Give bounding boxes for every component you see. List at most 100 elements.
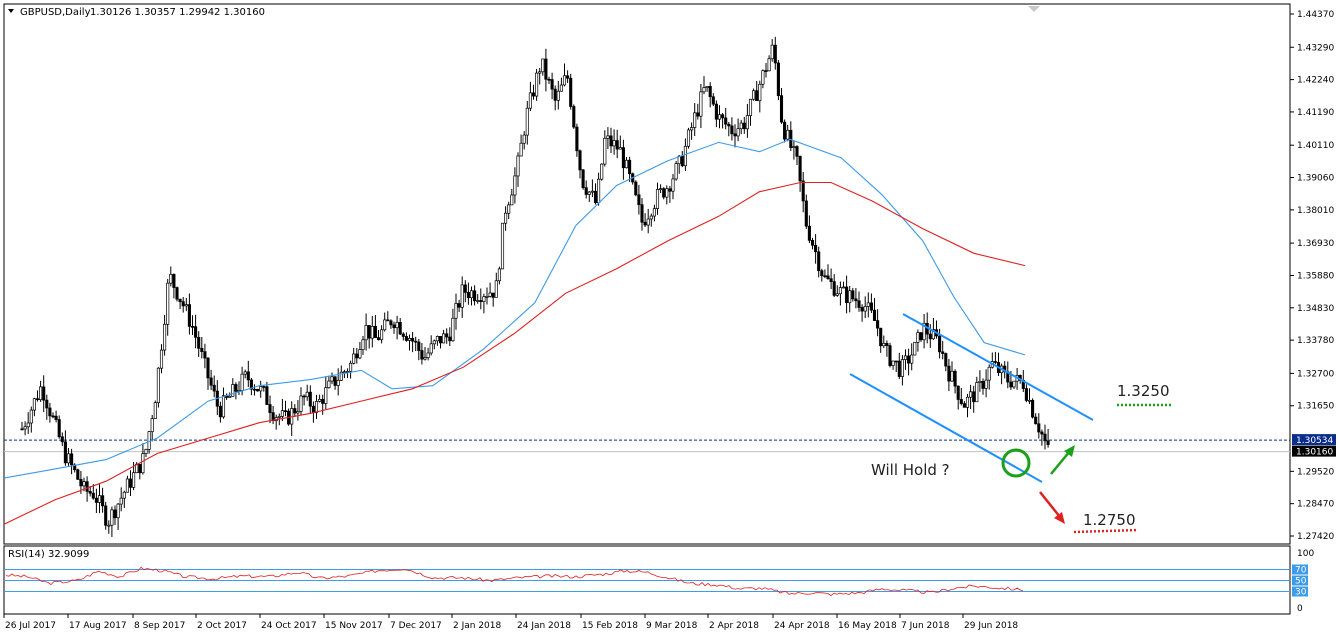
candle-body: [116, 503, 120, 519]
candle-body: [708, 86, 712, 98]
candle-body: [584, 187, 588, 195]
candle-body: [680, 155, 684, 167]
header-dropdown-arrow-icon[interactable]: [8, 9, 14, 13]
channel-upper-line[interactable]: [902, 313, 1094, 421]
ma-slow-line[interactable]: [3, 181, 1026, 525]
candle-body: [411, 338, 415, 342]
candle-body: [593, 190, 598, 204]
channel-lower-line[interactable]: [849, 373, 1043, 483]
candle-body: [779, 95, 784, 123]
candle-body: [590, 190, 594, 193]
x-tick-label: 24 Jan 2018: [517, 621, 571, 631]
candle-body: [640, 204, 644, 223]
candle-body: [94, 497, 98, 503]
candle-body: [730, 125, 734, 135]
candle-body: [336, 379, 340, 386]
candle-body: [628, 159, 632, 175]
candle-body: [302, 395, 306, 398]
candle-body: [97, 495, 102, 503]
candle-body: [770, 44, 774, 60]
candle-body: [280, 410, 284, 417]
candle-body: [748, 98, 753, 116]
candle-body: [866, 302, 870, 307]
candle-body: [454, 303, 458, 319]
candle-body: [39, 386, 43, 401]
rsi-line[interactable]: [5, 566, 1024, 597]
candle-body: [1027, 399, 1032, 402]
candle-body: [854, 298, 858, 302]
candle-body: [473, 290, 477, 302]
candle-body: [606, 135, 610, 139]
price-tag-bg: [1292, 445, 1336, 457]
x-tick-label: 26 Jul 2017: [5, 621, 56, 631]
candle-body: [293, 408, 297, 414]
rsi-level-tag: [1292, 575, 1308, 586]
x-tick-label: 29 Jun 2018: [964, 621, 1018, 631]
rsi-tick-label: 0: [1297, 604, 1303, 614]
candle-body: [110, 509, 114, 526]
candle-body: [1037, 423, 1041, 433]
candle-body: [801, 180, 805, 202]
candle-body: [119, 497, 123, 505]
candle-body: [677, 155, 681, 165]
candle-body: [519, 142, 523, 157]
candle-body: [101, 495, 105, 507]
candle-body: [597, 178, 601, 204]
candle-body: [714, 103, 718, 120]
candle-body: [786, 129, 790, 140]
candle-body: [417, 341, 421, 351]
candle-body: [85, 481, 89, 492]
candle-body: [541, 58, 545, 73]
price-axis: 1.44370 1.43290 1.42240 1.41190 1.40110 1.390…: [1290, 10, 1336, 542]
candle-body: [761, 70, 765, 85]
candle-body: [690, 127, 694, 131]
candle-body: [984, 379, 988, 389]
candle-body: [1040, 431, 1044, 435]
x-tick-label: 15 Feb 2018: [582, 621, 638, 631]
candle-body: [448, 336, 452, 342]
candle-body: [187, 304, 191, 327]
x-tick-label: 7 Jun 2018: [901, 621, 950, 631]
candle-body: [959, 399, 963, 404]
rsi-tick-label: 50: [1295, 577, 1307, 587]
candle-body: [683, 145, 687, 167]
candle-body: [535, 72, 539, 97]
candle-body: [810, 239, 815, 246]
candle-body: [755, 90, 759, 102]
chart-shift-marker[interactable]: [1028, 6, 1040, 12]
candle-body: [655, 189, 660, 209]
candle-body: [724, 117, 728, 125]
candle-body: [699, 91, 703, 117]
candle-body: [879, 327, 883, 347]
candle-body: [122, 491, 126, 499]
candle-body: [531, 92, 536, 97]
ma-fast-line[interactable]: [3, 138, 1026, 479]
candle-body: [634, 181, 638, 196]
candle-body: [826, 275, 830, 280]
candle-body: [817, 251, 821, 272]
candle-body: [798, 155, 802, 182]
candle-body: [649, 215, 653, 220]
candle-body: [603, 137, 607, 165]
candle-body: [910, 354, 914, 364]
candle-body: [562, 75, 567, 86]
y-tick-label: 1.27420: [1297, 532, 1334, 542]
candle-body: [891, 360, 895, 366]
y-tick-label: 1.43290: [1297, 43, 1334, 53]
candle-body: [147, 431, 151, 450]
candle-body: [993, 361, 997, 363]
candle-body: [463, 284, 467, 293]
candle-body: [389, 320, 393, 326]
candle-body: [578, 150, 582, 171]
candle-body: [305, 391, 309, 398]
rsi-level-tag: [1292, 564, 1308, 575]
x-tick-label: 16 May 2018: [838, 621, 897, 631]
candle-body: [42, 386, 46, 401]
candle-body: [423, 357, 427, 360]
candle-body: [277, 415, 281, 418]
candle-body: [376, 337, 381, 341]
main-chart-frame: [3, 3, 1291, 545]
candle-body: [938, 335, 942, 353]
x-tick-label: 2 Apr 2018: [709, 621, 759, 631]
